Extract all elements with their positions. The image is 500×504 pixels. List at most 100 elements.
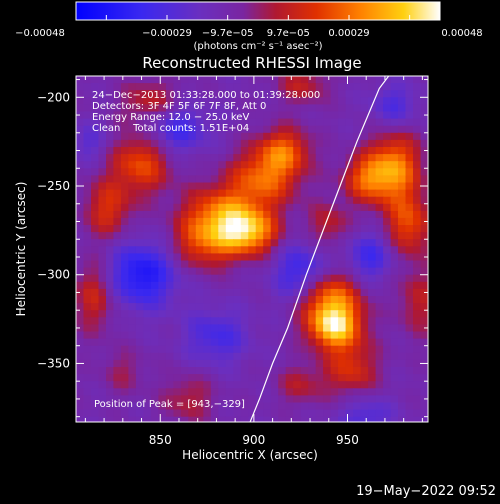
- heatmap-cell: [398, 352, 407, 361]
- heatmap-cell: [113, 345, 122, 354]
- heatmap-cell: [421, 424, 429, 432]
- heatmap-cell: [293, 395, 302, 404]
- heatmap-cell: [285, 310, 294, 318]
- heatmap-cell: [203, 253, 212, 262]
- heatmap-cell: [225, 416, 234, 422]
- heatmap-cell: [195, 331, 204, 340]
- heatmap-cell: [240, 310, 249, 318]
- heatmap-cell: [91, 388, 100, 396]
- heatmap-cell: [300, 154, 309, 162]
- heatmap-cell: [383, 104, 392, 113]
- heatmap-cell: [83, 125, 92, 134]
- heatmap-cell: [135, 118, 144, 127]
- heatmap-cell: [240, 168, 249, 176]
- heatmap-cell: [143, 416, 152, 422]
- observation-info: 24−Dec−2013 01:33:28.000 to 01:39:28.000…: [92, 90, 320, 134]
- heatmap-cell: [91, 132, 100, 141]
- heatmap-cell: [398, 225, 407, 233]
- heatmap-cell: [210, 76, 219, 84]
- heatmap-cell: [240, 161, 249, 169]
- heatmap-cell: [225, 139, 234, 148]
- heatmap-cell: [165, 104, 174, 113]
- heatmap-cell: [113, 395, 122, 404]
- heatmap-cell: [390, 139, 399, 148]
- heatmap-cell: [300, 239, 309, 247]
- heatmap-cell: [143, 246, 152, 254]
- heatmap-cell: [203, 175, 212, 184]
- heatmap-cell: [150, 253, 159, 262]
- heatmap-cell: [150, 225, 159, 233]
- heatmap-cell: [368, 83, 377, 91]
- heatmap-cell: [225, 118, 234, 127]
- heatmap-cell: [135, 253, 144, 262]
- heatmap-cell: [345, 210, 354, 219]
- heatmap-cell: [428, 76, 436, 84]
- heatmap-cell: [233, 203, 242, 212]
- heatmap-cell: [106, 125, 115, 134]
- heatmap-cell: [188, 409, 197, 418]
- heatmap-cell: [83, 274, 92, 283]
- heatmap-cell: [248, 154, 257, 162]
- heatmap-cell: [248, 111, 257, 120]
- heatmap-cell: [128, 424, 136, 432]
- heatmap-cell: [83, 253, 92, 262]
- heatmap-cell: [330, 83, 339, 91]
- heatmap-cell: [398, 409, 407, 418]
- heatmap-cell: [285, 132, 294, 141]
- heatmap-cell: [120, 189, 129, 198]
- heatmap-cell: [255, 168, 264, 176]
- heatmap-cell: [188, 111, 197, 120]
- heatmap-cell: [210, 310, 219, 318]
- heatmap-cell: [338, 367, 347, 375]
- heatmap-cell: [188, 147, 197, 155]
- heatmap-cell: [218, 253, 227, 262]
- heatmap-cell: [428, 225, 436, 233]
- heatmap-cell: [233, 381, 242, 389]
- heatmap-cell: [338, 338, 347, 347]
- heatmap-cell: [128, 239, 137, 247]
- heatmap-cell: [300, 217, 309, 226]
- heatmap-cell: [255, 239, 264, 247]
- heatmap-cell: [240, 118, 249, 127]
- heatmap-cell: [390, 225, 399, 233]
- heatmap-cell: [203, 345, 212, 354]
- heatmap-cell: [285, 217, 294, 226]
- heatmap-cell: [293, 225, 302, 233]
- heatmap-cell: [353, 210, 362, 219]
- heatmap-cell: [278, 118, 287, 127]
- heatmap-cell: [128, 381, 137, 389]
- heatmap-cell: [330, 416, 339, 422]
- heatmap-cell: [210, 203, 219, 212]
- heatmap-cell: [106, 76, 115, 84]
- heatmap-cell: [150, 381, 159, 389]
- heatmap-cell: [270, 409, 279, 418]
- heatmap-cell: [195, 83, 204, 91]
- heatmap-cell: [98, 381, 107, 389]
- heatmap-cell: [120, 395, 129, 404]
- heatmap-cell: [383, 182, 392, 191]
- heatmap-cell: [278, 338, 287, 347]
- heatmap-cell: [255, 232, 264, 240]
- heatmap-cell: [323, 83, 332, 91]
- heatmap-cell: [240, 203, 249, 212]
- heatmap-cell: [270, 225, 279, 233]
- heatmap-cell: [210, 246, 219, 254]
- solar-limb-curve: [249, 76, 390, 422]
- heatmap-cell: [398, 246, 407, 254]
- heatmap-cell: [383, 409, 392, 418]
- heatmap-cell: [113, 196, 122, 205]
- heatmap-cell: [360, 139, 369, 148]
- heatmap-cell: [338, 281, 347, 290]
- heatmap-cell: [188, 76, 197, 84]
- heatmap-cell: [76, 210, 85, 219]
- heatmap-cell: [323, 97, 332, 105]
- heatmap-cell: [151, 424, 159, 432]
- heatmap-cell: [308, 90, 317, 98]
- heatmap-cell: [210, 359, 219, 368]
- heatmap-cell: [330, 253, 339, 262]
- heatmap-cell: [83, 97, 92, 105]
- heatmap-cell: [106, 359, 115, 368]
- heatmap-cell: [278, 388, 287, 396]
- heatmap-cell: [233, 225, 242, 233]
- heatmap-cell: [106, 97, 115, 105]
